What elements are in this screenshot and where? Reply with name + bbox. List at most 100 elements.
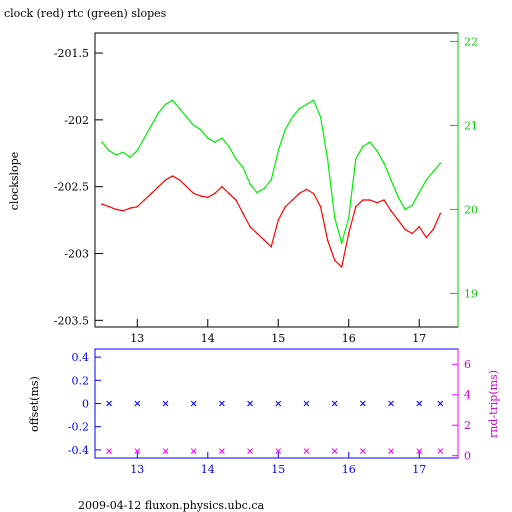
rtc-slope-point — [228, 145, 230, 148]
rtc-slope-point — [192, 124, 195, 127]
bottom-y2-tick-label: 4 — [464, 389, 471, 402]
bottom-ticks: 0.4 0.2 0 -0.2 -0.4 0 2 4 6 13 14 15 16 17 — [68, 351, 471, 476]
round-trip-point — [247, 448, 253, 454]
clock-slope-point — [340, 266, 343, 268]
clock-slope-point — [256, 232, 258, 235]
rtc-slope-point — [101, 141, 103, 143]
top-y-tick-label: -201.5 — [54, 47, 89, 60]
top-x-tick-label: 14 — [201, 332, 215, 345]
offset-point — [437, 400, 444, 407]
clock-slope-point — [425, 236, 428, 239]
clock-slope-point — [355, 205, 357, 208]
rtc-slope-point — [143, 137, 146, 139]
rtc-slope-point — [199, 128, 202, 131]
rtc-slope-point — [108, 149, 110, 152]
clock-slope-point — [178, 179, 181, 181]
top-y2-tick-label: 21 — [464, 119, 478, 132]
offset-point — [359, 400, 366, 407]
rtc-slope-point — [305, 103, 308, 106]
round-trip-points — [106, 448, 444, 454]
rtc-slope-point — [185, 116, 188, 118]
rtc-slope-point — [369, 141, 371, 143]
rtc-slope-point — [249, 183, 251, 185]
clock-slope-point — [157, 185, 160, 188]
rtc-slope-line — [101, 99, 441, 246]
top-slopes-panel: -201.5 -202 -202.5 -203 -203.5 19 20 21 22 13 14 15… — [8, 32, 478, 345]
round-trip-point — [359, 448, 366, 454]
bottom-y-tick-label: -0.2 — [68, 421, 89, 434]
top-x-tick-label: 15 — [271, 332, 285, 345]
clock-slope-point — [214, 192, 216, 195]
clock-slope-point — [108, 205, 110, 208]
top-y-axis-label: clockslope — [8, 152, 21, 210]
bottom-y-tick-label: 0.4 — [72, 351, 90, 364]
clock-slope-point — [263, 239, 266, 241]
rtc-slope-point — [319, 116, 322, 118]
bottom-x-tick-label: 17 — [412, 463, 426, 476]
clock-slope-point — [369, 199, 371, 201]
top-y-tick-label: -203.5 — [54, 314, 89, 327]
clock-slope-point — [150, 192, 153, 195]
footer-text: 2009-04-12 fluxon.physics.ubc.ca — [78, 499, 264, 512]
rtc-slope-point — [277, 149, 280, 152]
clock-slope-point — [185, 185, 188, 188]
clock-slope-point — [235, 199, 237, 201]
rtc-slope-point — [355, 158, 357, 160]
clock-slope-point — [122, 209, 124, 212]
rtc-slope-point — [256, 191, 258, 194]
rtc-slope-point — [397, 196, 399, 198]
clock-slope-point — [270, 246, 273, 248]
round-trip-point — [134, 448, 141, 454]
bottom-y2-tick-label: 2 — [464, 419, 471, 432]
clock-slope-line — [101, 175, 441, 269]
rtc-slope-point — [340, 242, 343, 244]
clock-slope-point — [199, 195, 202, 197]
bottom-y2-tick-label: 6 — [464, 358, 471, 371]
offset-point — [219, 400, 225, 407]
rtc-slope-point — [432, 170, 435, 173]
rtc-slope-point — [171, 99, 174, 101]
clock-slope-point — [439, 212, 442, 215]
rtc-slope-point — [291, 116, 294, 118]
offset-point — [331, 400, 338, 407]
clock-slope-point — [249, 226, 251, 228]
rtc-slope-point — [164, 103, 167, 106]
clock-slope-point — [171, 175, 174, 177]
clock-slope-point — [319, 205, 322, 208]
round-trip-point — [437, 448, 444, 454]
clock-slope-point — [418, 226, 421, 228]
round-trip-point — [416, 448, 423, 454]
rtc-slope-point — [270, 179, 273, 181]
round-trip-point — [331, 448, 338, 454]
top-y-tick-label: -202.5 — [54, 181, 89, 194]
clock-slope-point — [101, 203, 103, 205]
clock-slope-point — [284, 205, 287, 208]
bottom-x-tick-label: 16 — [342, 463, 356, 476]
top-x-tick-label: 17 — [412, 332, 426, 345]
offset-point — [416, 400, 423, 407]
rtc-slope-point — [326, 158, 329, 160]
rtc-slope-point — [333, 217, 336, 219]
bottom-x-tick-label: 13 — [130, 463, 144, 476]
rtc-slope-point — [418, 191, 421, 194]
round-trip-point — [162, 448, 169, 454]
round-trip-point — [388, 448, 394, 454]
rtc-slope-point — [150, 124, 153, 127]
top-series-lines — [101, 99, 442, 269]
clock-slope-point — [221, 185, 223, 188]
bottom-offset-panel: 0.4 0.2 0 -0.2 -0.4 0 2 4 6 13 14 15 16 17 offset(ms)… — [28, 348, 500, 476]
rtc-slope-point — [178, 107, 181, 110]
clock-slope-point — [333, 259, 336, 262]
offset-point — [134, 400, 141, 407]
rtc-slope-point — [136, 149, 139, 152]
clock-slope-point — [164, 179, 167, 181]
top-y2-tick-label: 19 — [464, 287, 478, 300]
rtc-slope-point — [411, 204, 414, 206]
clock-slope-point — [298, 192, 301, 195]
bottom-y-tick-label: -0.4 — [68, 444, 89, 457]
rtc-slope-point — [115, 154, 117, 156]
clock-slope-point — [376, 201, 378, 204]
bottom-y2-tick-label: 0 — [464, 450, 471, 463]
clock-slope-point — [136, 205, 139, 208]
rtc-slope-point — [312, 99, 315, 101]
